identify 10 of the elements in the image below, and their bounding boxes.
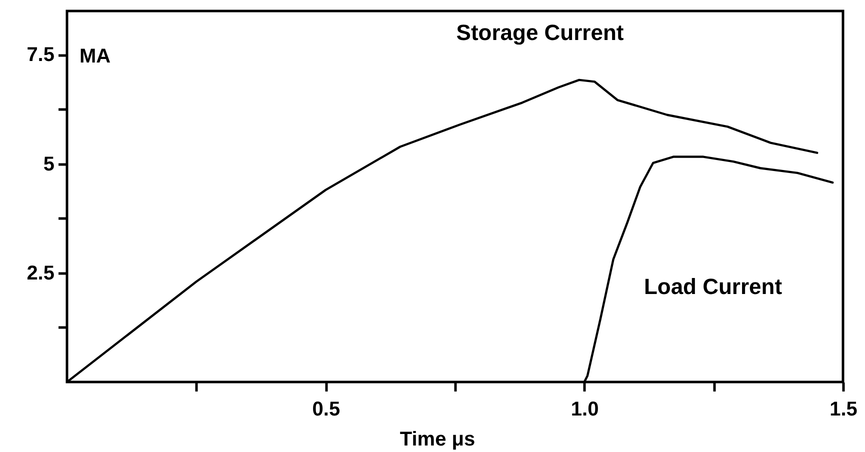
x-axis-title: Time μs <box>400 428 476 450</box>
text: Storage Current <box>456 20 624 45</box>
y-tick-label: 7.5 <box>26 44 54 66</box>
x-tick-label: 1.5 <box>830 398 858 420</box>
series-label: Load Current <box>644 274 783 299</box>
x-tick-label: 0.5 <box>312 398 340 420</box>
x-tick-label: 1.0 <box>570 398 599 420</box>
y-tick-label: 5 <box>43 153 54 176</box>
y-tick-label: 2.5 <box>26 262 54 284</box>
y-axis-title: MA <box>80 46 111 68</box>
